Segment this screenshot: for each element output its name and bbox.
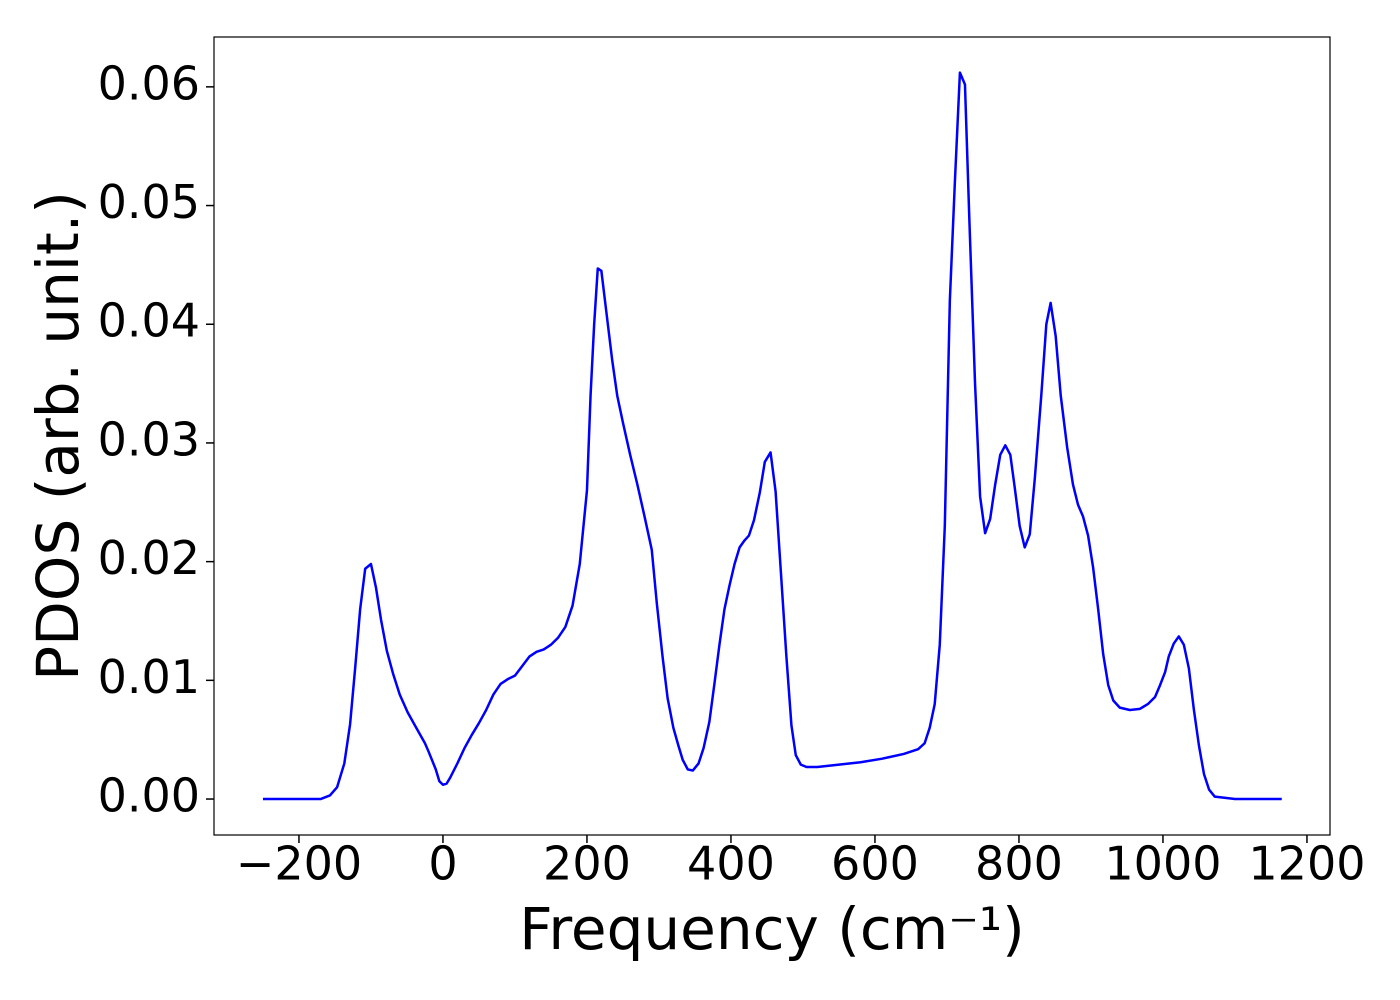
- y-tick-label: 0.04: [98, 294, 200, 348]
- data-line: [262, 71, 1282, 801]
- x-tick-label: 1000: [1104, 837, 1221, 891]
- y-tick-label: 0.03: [98, 412, 200, 466]
- y-tick-label: 0.01: [98, 650, 200, 704]
- y-tick-label: 0.05: [98, 175, 200, 229]
- y-axis-label: PDOS (arb. unit.): [24, 191, 92, 681]
- plot-frame: [213, 36, 1331, 836]
- x-tick-label: 200: [543, 837, 631, 891]
- x-tick-label: 0: [428, 837, 457, 891]
- x-tick-label: −200: [236, 837, 362, 891]
- x-tick-label: 1200: [1248, 837, 1365, 891]
- x-tick-label: 400: [687, 837, 775, 891]
- y-tick-label: 0.06: [98, 56, 200, 110]
- x-tick-label: 800: [975, 837, 1063, 891]
- y-tick-label: 0.00: [98, 769, 200, 823]
- y-tick-label: 0.02: [98, 531, 200, 585]
- x-axis-label: Frequency (cm⁻¹): [519, 895, 1025, 963]
- x-tick-label: 600: [831, 837, 919, 891]
